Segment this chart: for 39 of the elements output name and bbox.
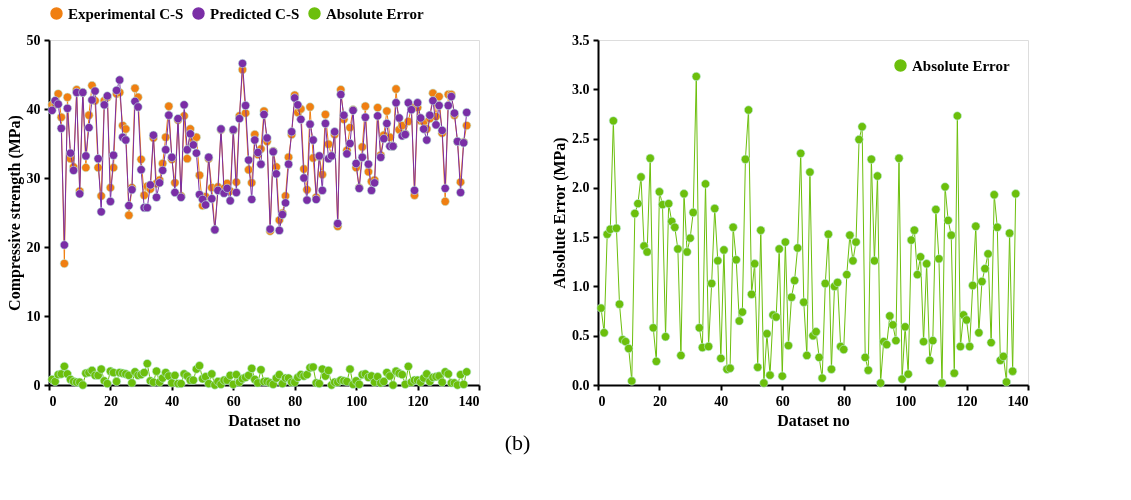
x-tick-label: 20 — [652, 393, 667, 409]
x-tick-label: 100 — [895, 393, 917, 409]
x-tick-label: 100 — [346, 393, 368, 409]
y-tick-label: 2.0 — [572, 180, 590, 196]
x-tick-label: 80 — [288, 393, 303, 409]
x-tick-label: 120 — [956, 393, 978, 409]
x-tick-label: 60 — [226, 393, 241, 409]
y-tick-label: 40 — [26, 101, 41, 117]
legend-label: Predicted C-S — [210, 5, 300, 22]
y-axis-title: Compressive strength (MPa) — [5, 115, 24, 311]
x-tick-label: 60 — [775, 393, 790, 409]
x-axis-title: Dataset no — [777, 411, 850, 429]
y-tick-label: 30 — [26, 170, 41, 186]
x-tick-label: 40 — [165, 393, 180, 409]
x-tick-label: 120 — [407, 393, 429, 409]
y-tick-label: 3.5 — [572, 32, 590, 48]
text: (b) — [504, 429, 531, 455]
y-axis-title: Absolute Error (MPa) — [551, 137, 569, 289]
y-tick-label: 20 — [26, 239, 41, 255]
y-tick-label: 0.5 — [572, 328, 590, 344]
x-axis-title: Dataset no — [228, 411, 301, 429]
y-tick-label: 2.5 — [572, 131, 590, 147]
x-tick-label: 0 — [49, 393, 57, 409]
x-tick-label: 140 — [458, 393, 480, 409]
x-tick-label: 80 — [837, 393, 852, 409]
legend-label: Absolute Error — [912, 57, 1010, 74]
x-tick-label: 20 — [103, 393, 118, 409]
y-tick-label: 3.0 — [572, 81, 590, 97]
y-tick-label: 50 — [26, 32, 41, 48]
legend-label: Absolute Error — [326, 5, 424, 22]
y-tick-label: 1.5 — [572, 229, 590, 245]
y-tick-label: 1.0 — [572, 278, 590, 294]
y-tick-label: 10 — [26, 308, 41, 324]
y-tick-label: 0 — [33, 377, 41, 393]
x-tick-label: 140 — [1007, 393, 1029, 409]
y-tick-label: 0.0 — [572, 377, 590, 393]
x-tick-label: 0 — [598, 393, 606, 409]
legend-label: Experimental C-S — [68, 5, 184, 22]
x-tick-label: 40 — [714, 393, 729, 409]
